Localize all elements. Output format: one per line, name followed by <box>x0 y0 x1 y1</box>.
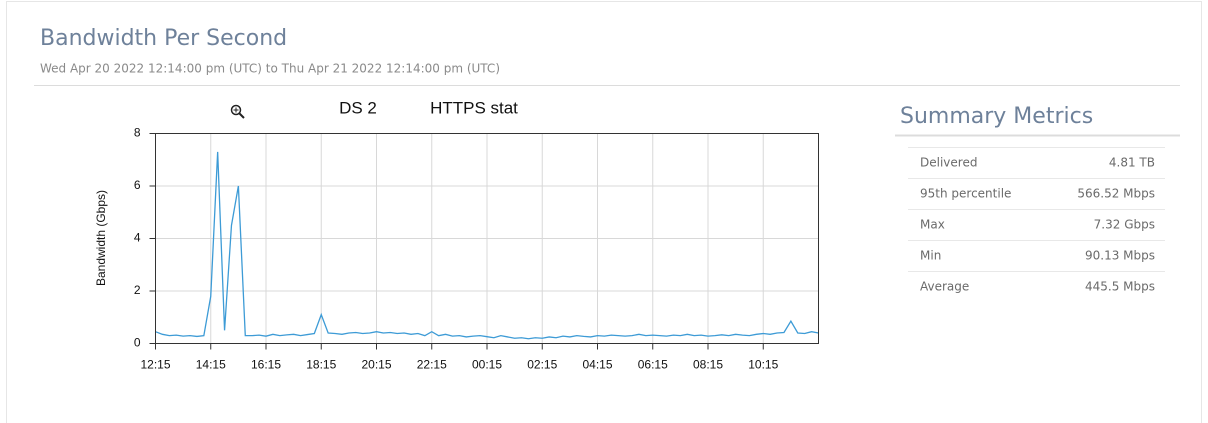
x-tick-label: 14:15 <box>196 358 226 372</box>
metric-label: Delivered <box>920 156 977 170</box>
metric-value: 90.13 Mbps <box>1085 249 1155 263</box>
plot-frame <box>155 133 819 344</box>
metric-label: Average <box>920 280 969 294</box>
chart-title: DS 2 <box>339 98 377 117</box>
card <box>6 1 1202 423</box>
page-title: Bandwidth Per Second <box>40 26 287 51</box>
y-tick-label: 2 <box>134 283 141 297</box>
y-tick-label: 6 <box>134 178 141 192</box>
x-tick-label: 08:15 <box>693 358 723 372</box>
metric-value: 566.52 Mbps <box>1077 187 1155 201</box>
x-tick-label: 12:15 <box>140 358 170 372</box>
chart-subtitle: HTTPS stat <box>430 98 518 117</box>
zoom-icon[interactable] <box>230 104 245 119</box>
y-tick-label: 0 <box>134 336 141 350</box>
x-tick-label: 04:15 <box>582 358 612 372</box>
metric-label: Min <box>920 249 941 263</box>
metric-label: Max <box>920 218 945 232</box>
metric-value: 4.81 TB <box>1109 156 1155 170</box>
y-axis-label: Bandwidth (Gbps) <box>94 190 108 286</box>
y-tick-label: 8 <box>134 126 141 140</box>
x-tick-label: 22:15 <box>417 358 447 372</box>
metric-label: 95th percentile <box>920 187 1011 201</box>
x-tick-label: 02:15 <box>527 358 557 372</box>
page-subtitle: Wed Apr 20 2022 12:14:00 pm (UTC) to Thu… <box>40 62 500 76</box>
y-tick-label: 4 <box>134 231 141 245</box>
metric-value: 7.32 Gbps <box>1094 218 1155 232</box>
bandwidth-line <box>155 151 819 340</box>
x-tick-label: 16:15 <box>251 358 281 372</box>
summary-table: Delivered 4.81 TB 95th percentile 566.52 Mb… <box>908 147 1165 294</box>
summary-title: Summary Metrics <box>900 104 1093 129</box>
x-tick-label: 00:15 <box>472 358 502 372</box>
x-tick-label: 18:15 <box>306 358 336 372</box>
x-tick-label: 10:15 <box>748 358 778 372</box>
x-tick-label: 06:15 <box>638 358 668 372</box>
metric-value: 445.5 Mbps <box>1085 280 1155 294</box>
x-tick-label: 20:15 <box>361 358 391 372</box>
